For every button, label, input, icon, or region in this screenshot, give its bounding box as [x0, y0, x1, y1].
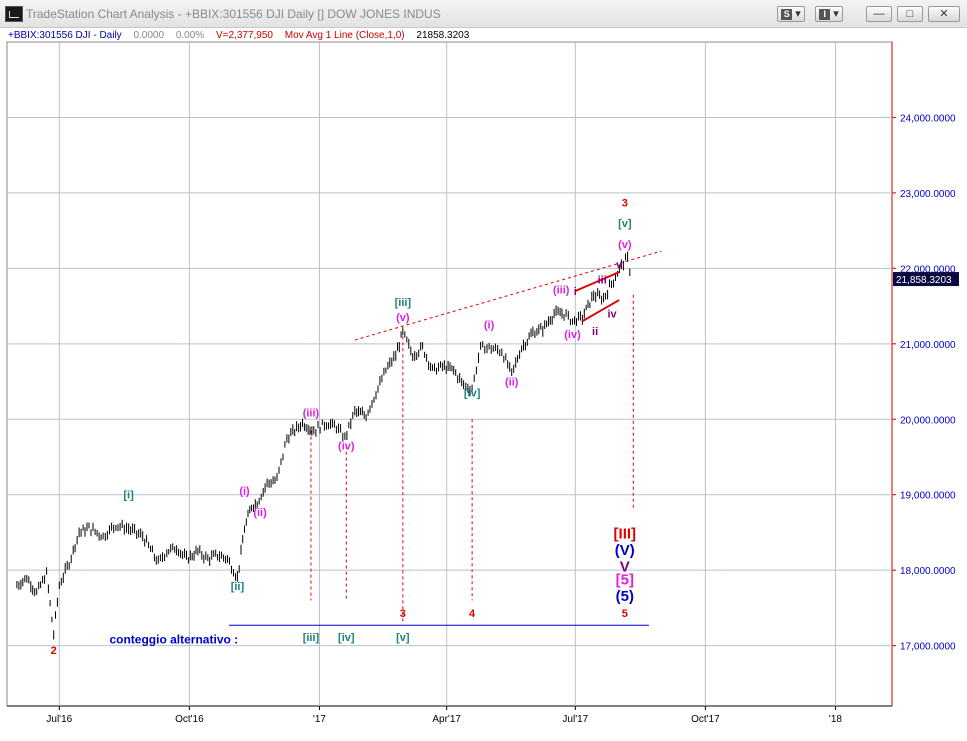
price-bars: [16, 251, 631, 640]
wave-label: (iii): [303, 407, 320, 419]
wave-label: (i): [484, 320, 495, 332]
wave-label: [III]: [614, 525, 637, 542]
window-title: TradeStation Chart Analysis - +BBIX:3015…: [26, 7, 441, 21]
wave-label: 4: [469, 608, 476, 620]
y-tick-label: 18,000.0000: [900, 566, 956, 577]
wave-label: (v): [618, 239, 632, 251]
s-label: S: [781, 9, 793, 20]
indicator-label: Mov Avg 1 Line (Close,1,0): [284, 30, 405, 41]
wave-label: 2: [51, 645, 57, 657]
volume-value: V=2,377,950: [215, 30, 273, 41]
minimize-button[interactable]: —: [866, 6, 892, 22]
x-tick-label: Oct'16: [175, 714, 204, 725]
wave-label: (i): [239, 486, 250, 498]
x-tick-label: Jul'16: [46, 714, 72, 725]
last-price-flag-label: 21,858.3203: [896, 275, 952, 286]
i-label: I: [819, 9, 831, 20]
wave-label: [iii]: [395, 297, 412, 309]
wedge-upper-line: [574, 271, 620, 292]
wave-label: 3: [400, 608, 406, 620]
symbol-label: +BBIX:301556 DJI - Daily: [8, 30, 122, 41]
app-chart-icon: [5, 6, 23, 22]
wave-label: conteggio alternativo :: [109, 632, 238, 646]
wave-label: (V): [615, 542, 635, 559]
wave-label: (ii): [253, 507, 267, 519]
wave-label: (ii): [505, 376, 519, 388]
change-pct-value: 0.00%: [175, 30, 205, 41]
wave-label: (v): [396, 312, 410, 324]
wave-label: (iv): [338, 440, 355, 452]
wave-label: 3: [622, 197, 628, 209]
s-link-button[interactable]: S ▾: [777, 6, 805, 22]
i-link-button[interactable]: I ▾: [815, 6, 843, 22]
y-tick-label: 23,000.0000: [900, 189, 956, 200]
x-tick-label: Oct'17: [691, 714, 720, 725]
close-button[interactable]: ✕: [928, 6, 960, 22]
wave-label: [v]: [396, 632, 410, 644]
wave-label: 5: [622, 608, 628, 620]
wave-label: ii: [592, 326, 598, 338]
window-title-bar: TradeStation Chart Analysis - +BBIX:3015…: [0, 0, 967, 28]
x-tick-label: Jul'17: [562, 714, 588, 725]
y-tick-label: 20,000.0000: [900, 415, 956, 426]
chart-info-bar: +BBIX:301556 DJI - Daily 0.0000 0.00% V=…: [8, 30, 478, 41]
wave-label: iii: [598, 274, 607, 286]
wave-label: [5]: [616, 572, 634, 589]
change-value: 0.0000: [133, 30, 165, 41]
plot-frame: [6, 41, 893, 707]
wave-label: (iii): [553, 284, 570, 296]
wave-label: iv: [607, 308, 617, 320]
wave-label: v: [616, 259, 623, 271]
wave-label: [ii]: [231, 581, 245, 593]
y-tick-label: 24,000.0000: [900, 113, 956, 124]
y-tick-label: 17,000.0000: [900, 642, 956, 653]
wave-label: [iii]: [303, 632, 320, 644]
last-price-value: 21858.3203: [416, 30, 470, 41]
x-tick-label: Apr'17: [432, 714, 461, 725]
x-tick-label: '18: [829, 714, 842, 725]
y-tick-label: 21,000.0000: [900, 340, 956, 351]
wave-label: [i]: [123, 490, 134, 502]
y-tick-label: 22,000.0000: [900, 264, 956, 275]
resistance-trendline: [354, 250, 662, 341]
wedge-lower-line: [581, 299, 620, 323]
y-tick-label: 19,000.0000: [900, 491, 956, 502]
wave-label: (iv): [564, 329, 581, 341]
wave-label: V: [620, 559, 630, 576]
x-tick-label: '17: [313, 714, 326, 725]
wave-label: [iv]: [464, 388, 481, 400]
last-price-flag: [893, 272, 959, 287]
wave-label: [v]: [618, 218, 632, 230]
wave-label: (5): [616, 588, 634, 605]
restore-button[interactable]: □: [897, 6, 923, 22]
wave-label: i: [574, 286, 577, 298]
wave-label: [iv]: [338, 632, 355, 644]
